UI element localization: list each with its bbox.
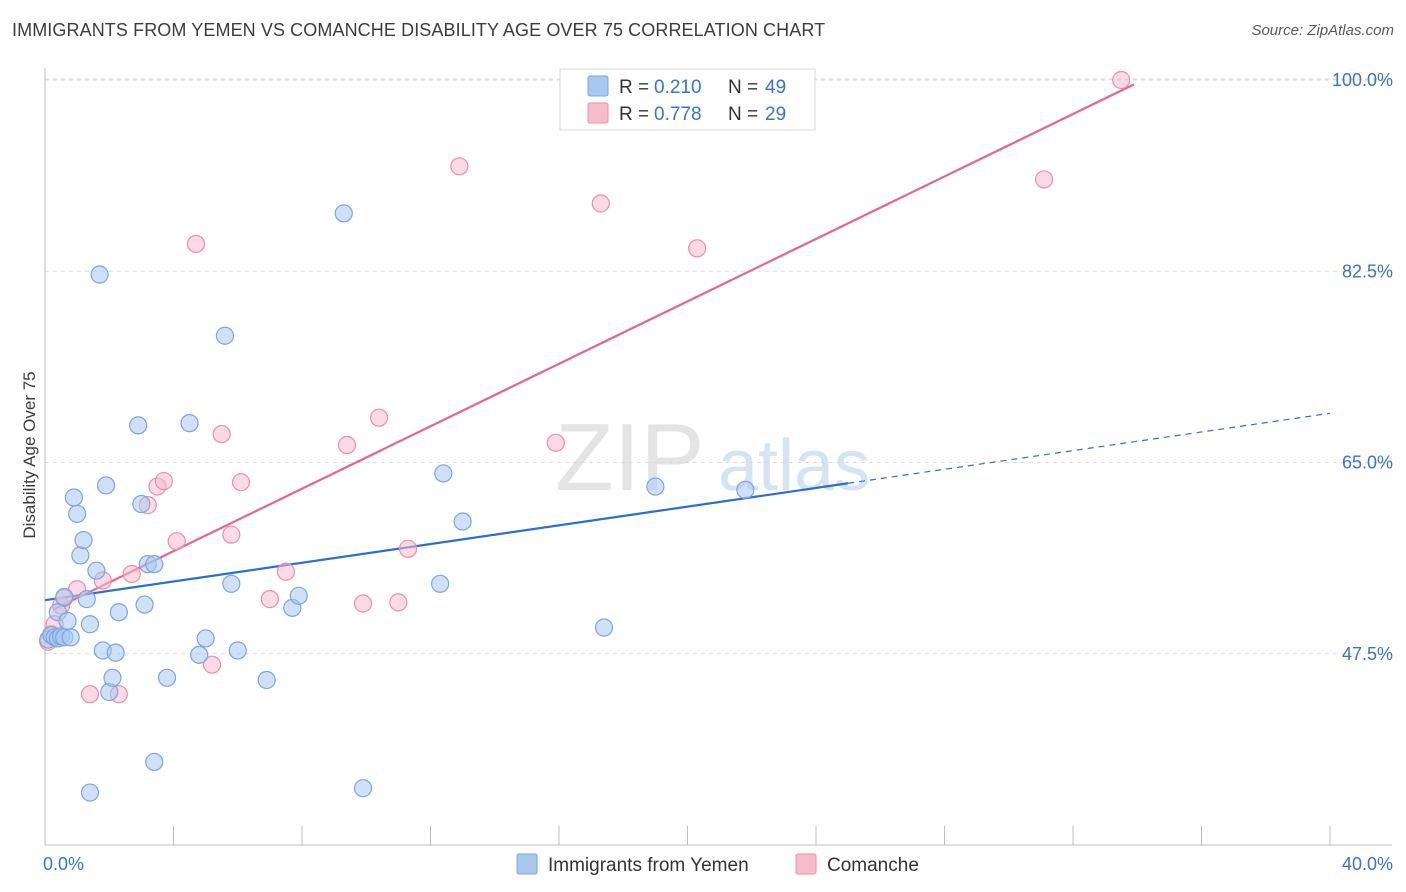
yemen-point	[55, 587, 74, 607]
yemen-point	[61, 628, 80, 647]
comanche-point	[389, 593, 408, 612]
comanche-point	[546, 433, 565, 452]
yemen-point	[80, 783, 100, 802]
yemen-point	[64, 488, 84, 507]
yemen-point	[222, 574, 241, 593]
comanche-point	[122, 564, 141, 584]
comanche-point	[398, 539, 418, 558]
chart-title: IMMIGRANTS FROM YEMEN VS COMANCHE DISABI…	[12, 20, 826, 40]
yemen-point	[58, 611, 77, 631]
comanche-point	[167, 532, 186, 551]
yemen-point	[594, 618, 614, 637]
yemen-point	[68, 504, 87, 523]
yemen-point	[74, 530, 93, 550]
legend-n-label: N =	[728, 104, 758, 125]
yemen-point	[106, 643, 125, 662]
comanche-point	[80, 685, 100, 704]
yemen-point	[90, 265, 109, 284]
comanche-point	[154, 471, 173, 491]
comanche-point	[1034, 170, 1054, 189]
comanche-point	[202, 655, 222, 674]
comanche-point	[212, 424, 231, 444]
yemen-point	[257, 670, 276, 690]
yemen-point	[87, 561, 106, 580]
legend-n-value: 49	[765, 77, 786, 98]
comanche-point	[276, 562, 296, 581]
comanche-point	[260, 590, 279, 609]
x-tick-label: 0.0%	[43, 854, 84, 874]
y-tick-label: 47.5%	[1342, 644, 1393, 664]
yemen-trend-line	[44, 482, 849, 602]
yemen-point	[334, 204, 353, 223]
watermark-zip: ZIP	[555, 404, 704, 511]
yemen-point	[289, 586, 308, 605]
yemen-point	[453, 512, 472, 531]
yemen-point	[228, 641, 247, 660]
trend-lines	[44, 83, 1331, 610]
comanche-point	[337, 435, 357, 455]
x-tick-label: 40.0%	[1342, 854, 1393, 874]
yemen-point	[196, 629, 215, 648]
yemen-point	[145, 555, 164, 574]
yemen-point	[736, 480, 755, 499]
source-credit: Source: ZipAtlas.com	[1251, 22, 1394, 39]
comanche-point	[370, 408, 389, 427]
comanche-point	[591, 194, 610, 213]
comanche-point	[688, 239, 707, 258]
tick-labels: 47.5% 65.0% 82.5% 100.0% 0.0% 40.0%	[43, 70, 1393, 874]
legend-r-value: 0.210	[654, 77, 702, 98]
legend-r-label: R =	[619, 77, 649, 98]
yemen-trend-extension	[848, 412, 1331, 484]
comanche-point	[353, 594, 373, 613]
points	[39, 70, 1131, 802]
y-axis-label: Disability Age Over 75	[20, 371, 39, 538]
legend: R = 0.210 N = 49 R = 0.778 N = 29	[559, 68, 816, 131]
yemen-point	[431, 574, 450, 593]
bottom-legend: Immigrants from Yemen Comanche	[516, 853, 919, 876]
yemen-point	[157, 668, 177, 687]
bottom-legend-swatch-yemen	[516, 853, 538, 875]
yemen-point	[353, 779, 373, 798]
bottom-legend-label-yemen: Immigrants from Yemen	[548, 855, 749, 876]
legend-swatch-yemen	[587, 75, 609, 97]
y-tick-label: 100.0%	[1332, 70, 1393, 90]
y-tick-label: 65.0%	[1342, 453, 1393, 473]
yemen-point	[646, 477, 665, 496]
y-tick-label: 82.5%	[1342, 261, 1393, 281]
yemen-point	[129, 416, 148, 435]
yemen-point	[180, 414, 199, 433]
comanche-point	[450, 157, 469, 176]
legend-r-label: R =	[619, 104, 649, 125]
yemen-point	[190, 645, 209, 664]
yemen-point	[96, 476, 116, 495]
axes	[44, 68, 1392, 846]
yemen-point	[145, 752, 164, 772]
comanche-trend-line	[54, 83, 1135, 610]
yemen-point	[71, 546, 90, 565]
comanche-point	[231, 473, 251, 492]
legend-n-label: N =	[728, 77, 758, 98]
yemen-point	[215, 326, 234, 345]
bottom-legend-swatch-comanche	[795, 853, 817, 875]
comanche-point	[186, 234, 206, 254]
comanche-point	[1112, 70, 1131, 90]
legend-n-value: 29	[765, 104, 786, 125]
legend-r-value: 0.778	[654, 104, 702, 125]
yemen-point	[80, 615, 100, 634]
yemen-point	[103, 668, 122, 687]
grid-layer	[45, 78, 1392, 655]
yemen-point	[434, 464, 453, 483]
yemen-point	[109, 603, 128, 622]
legend-swatch-comanche	[587, 102, 609, 124]
bottom-legend-label-comanche: Comanche	[827, 855, 919, 876]
comanche-point	[222, 525, 241, 544]
watermark: ZIP atlas	[555, 404, 870, 511]
yemen-point	[132, 494, 151, 514]
yemen-point	[135, 595, 154, 614]
yemen-point	[77, 590, 96, 609]
